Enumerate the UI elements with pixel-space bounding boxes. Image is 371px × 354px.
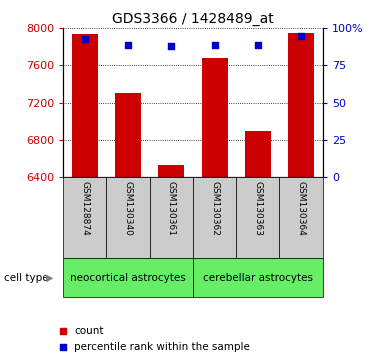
Text: GSM128874: GSM128874 bbox=[80, 181, 89, 236]
Title: GDS3366 / 1428489_at: GDS3366 / 1428489_at bbox=[112, 12, 274, 26]
Text: GSM130364: GSM130364 bbox=[297, 181, 306, 236]
Point bbox=[82, 36, 88, 41]
Text: ▶: ▶ bbox=[46, 273, 54, 283]
Point bbox=[211, 42, 217, 47]
Bar bbox=[193, 177, 236, 258]
Bar bbox=[279, 177, 323, 258]
Bar bbox=[63, 258, 193, 297]
Point bbox=[60, 328, 66, 334]
Point bbox=[298, 33, 304, 39]
Text: cerebellar astrocytes: cerebellar astrocytes bbox=[203, 273, 313, 283]
Bar bbox=[106, 177, 150, 258]
Bar bbox=[288, 33, 314, 177]
Text: count: count bbox=[74, 326, 104, 336]
Text: cell type: cell type bbox=[4, 273, 48, 283]
Text: GSM130340: GSM130340 bbox=[124, 181, 132, 236]
Bar bbox=[115, 93, 141, 177]
Bar bbox=[201, 58, 227, 177]
Bar bbox=[150, 177, 193, 258]
Bar bbox=[63, 177, 106, 258]
Bar bbox=[236, 177, 279, 258]
Text: neocortical astrocytes: neocortical astrocytes bbox=[70, 273, 186, 283]
Bar bbox=[158, 165, 184, 177]
Text: GSM130361: GSM130361 bbox=[167, 181, 176, 236]
Text: percentile rank within the sample: percentile rank within the sample bbox=[74, 342, 250, 352]
Point bbox=[168, 43, 174, 49]
Text: GSM130362: GSM130362 bbox=[210, 181, 219, 236]
Point bbox=[125, 42, 131, 47]
Text: GSM130363: GSM130363 bbox=[253, 181, 262, 236]
Point bbox=[60, 344, 66, 350]
Bar bbox=[72, 34, 98, 177]
Bar bbox=[245, 131, 271, 177]
Point bbox=[255, 42, 261, 47]
Bar bbox=[193, 258, 323, 297]
